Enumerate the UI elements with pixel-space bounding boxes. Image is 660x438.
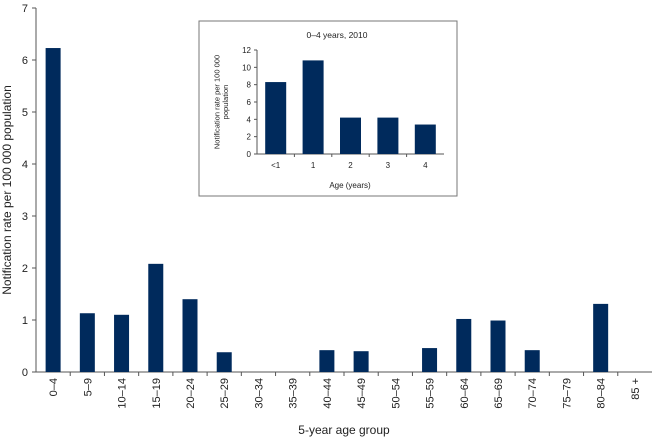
main-y-tick-label: 1 <box>22 315 28 327</box>
main-y-tick-label: 7 <box>22 3 28 15</box>
main-x-ticks: 0–4 5–9 10–14 15–19 20–24 25–29 30–34 35–39 40–4… <box>48 372 642 409</box>
main-bar <box>182 299 198 372</box>
inset-bar <box>414 124 436 154</box>
inset-y-tick-label: 0 <box>247 150 252 159</box>
main-bar <box>45 48 61 372</box>
main-y-tick-label: 6 <box>22 55 28 67</box>
main-x-tick-label: 60–64 <box>459 378 471 409</box>
main-bar <box>593 303 609 372</box>
main-bar <box>422 348 438 372</box>
inset-x-tick-label: 3 <box>386 161 391 170</box>
main-bar <box>216 352 232 372</box>
main-y-tick-label: 4 <box>22 159 28 171</box>
main-x-tick-label: 25–29 <box>219 378 231 409</box>
main-x-tick-label: 55–59 <box>425 378 437 409</box>
main-x-tick-label: 85 + <box>630 378 642 400</box>
main-x-tick-label: 10–14 <box>117 378 129 409</box>
main-bar <box>490 320 506 372</box>
inset-y-tick-label: 4 <box>247 115 252 124</box>
inset-y-ticks: 0 2 4 6 8 10 12 <box>242 46 257 159</box>
main-bars <box>45 48 609 372</box>
main-y-tick-label: 5 <box>22 107 28 119</box>
main-y-tick-label: 3 <box>22 211 28 223</box>
main-x-tick-label: 0–4 <box>48 378 60 396</box>
main-x-tick-label: 45–49 <box>356 378 368 409</box>
main-x-tick-label: 40–44 <box>322 378 334 409</box>
inset-bar <box>340 117 361 154</box>
main-x-tick-label: 70–74 <box>527 378 539 409</box>
inset-y-tick-label: 2 <box>247 133 252 142</box>
inset-x-tick-label: <1 <box>271 161 281 170</box>
main-bar <box>456 318 472 372</box>
main-y-axis-label: Notification rate per 100 000 population <box>0 85 14 294</box>
main-x-tick-label: 15–19 <box>151 378 163 409</box>
inset-x-tick-label: 2 <box>348 161 353 170</box>
inset-y-tick-label: 10 <box>242 63 251 72</box>
inset-bar <box>265 82 287 154</box>
main-y-tick-label: 2 <box>22 263 28 275</box>
main-bar <box>319 350 335 372</box>
main-x-tick-label: 75–79 <box>561 378 573 409</box>
inset-x-tick-label: 4 <box>423 161 428 170</box>
main-x-tick-label: 20–24 <box>185 378 197 409</box>
inset-x-ticks: <1 1 2 3 4 <box>271 154 428 170</box>
inset-y-axis-label: Notification rate per 100 000population <box>213 55 230 149</box>
main-y-tick-label: 0 <box>22 367 28 379</box>
inset-frame <box>198 20 458 197</box>
inset-x-axis-label: Age (years) <box>329 181 371 190</box>
inset-title: 0–4 years, 2010 <box>307 30 368 40</box>
main-x-tick-label: 65–69 <box>493 378 505 409</box>
inset-bar <box>377 117 399 154</box>
main-y-ticks: 0 1 2 3 4 5 6 7 <box>22 3 36 379</box>
main-bar <box>114 314 130 372</box>
main-x-tick-label: 80–84 <box>596 378 608 409</box>
inset-y-tick-label: 8 <box>247 81 252 90</box>
main-x-tick-label: 50–54 <box>390 378 402 409</box>
inset-x-tick-label: 1 <box>311 161 316 170</box>
main-bar <box>353 351 369 372</box>
main-x-tick-label: 35–39 <box>288 378 300 409</box>
inset-y-tick-label: 12 <box>242 46 251 55</box>
inset-y-tick-label: 6 <box>247 98 252 107</box>
inset-bar <box>302 60 324 154</box>
main-bar <box>148 263 164 372</box>
main-bar <box>79 313 95 372</box>
main-x-tick-label: 5–9 <box>82 378 94 396</box>
main-x-tick-label: 30–34 <box>253 378 265 409</box>
inset-bars <box>265 60 436 154</box>
main-bar <box>524 350 540 372</box>
main-x-axis-label: 5-year age group <box>298 423 390 437</box>
